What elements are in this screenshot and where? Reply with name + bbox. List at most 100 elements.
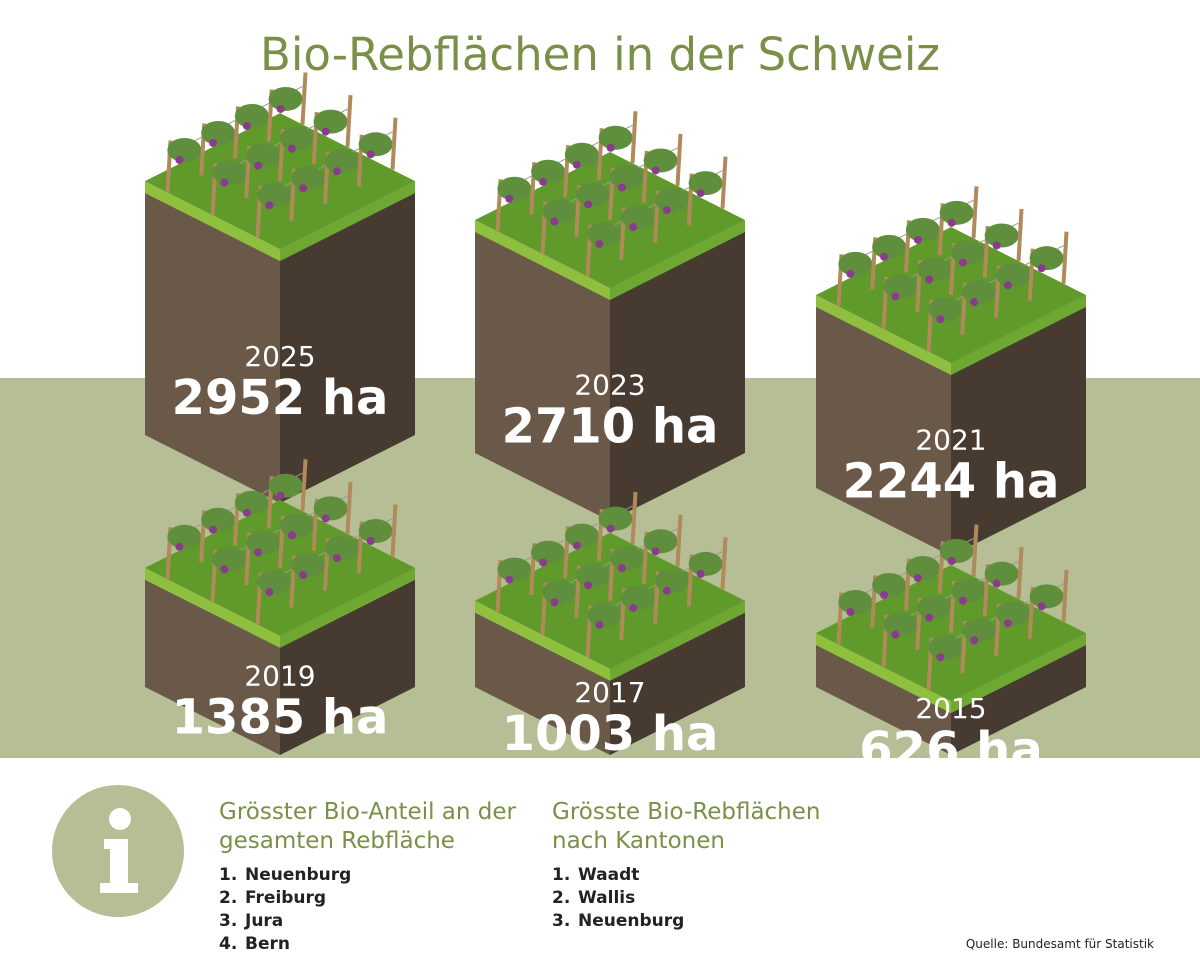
vine-post bbox=[630, 491, 638, 545]
grape-cluster bbox=[1037, 264, 1046, 273]
grape-cluster bbox=[287, 531, 296, 540]
grape-cluster bbox=[992, 579, 1001, 588]
canton-name: Neuenburg bbox=[578, 911, 685, 931]
grape-cluster bbox=[651, 547, 660, 556]
grape-cluster bbox=[550, 598, 559, 607]
vine-foliage bbox=[234, 103, 269, 128]
vine-foliage bbox=[654, 568, 689, 593]
grape-cluster bbox=[629, 603, 638, 612]
grape-cluster bbox=[606, 524, 615, 533]
vine-foliage bbox=[883, 612, 918, 637]
vine-foliage bbox=[962, 280, 997, 305]
vine-foliage bbox=[542, 199, 577, 224]
year-label: 2019 bbox=[244, 659, 315, 692]
canton-name: Bern bbox=[245, 934, 290, 954]
vine-post bbox=[300, 72, 308, 125]
vine-foliage bbox=[872, 234, 907, 259]
grape-cluster bbox=[366, 537, 375, 546]
vine-foliage bbox=[939, 538, 974, 563]
canton-name: Wallis bbox=[578, 888, 636, 908]
grass-edge-right bbox=[610, 600, 745, 681]
vine-foliage bbox=[621, 585, 656, 610]
vine-foliage bbox=[587, 602, 622, 627]
grape-cluster bbox=[662, 586, 671, 595]
vine-foliage bbox=[643, 529, 678, 554]
year-label: 2025 bbox=[244, 340, 315, 373]
vine-foliage bbox=[688, 171, 723, 196]
vine-foliage bbox=[358, 132, 393, 157]
vine-foliage bbox=[654, 188, 689, 213]
vine-foliage bbox=[643, 148, 678, 173]
vine-foliage bbox=[872, 572, 907, 597]
vine-foliage bbox=[995, 263, 1030, 288]
vine-post bbox=[1061, 231, 1069, 284]
grape-cluster bbox=[936, 315, 945, 324]
grape-cluster bbox=[584, 200, 593, 209]
list-item: 2. Wallis bbox=[552, 887, 821, 910]
rank-number: 2. bbox=[219, 888, 238, 908]
grape-cluster bbox=[662, 206, 671, 215]
vine-foliage bbox=[324, 149, 359, 174]
vine-foliage bbox=[688, 551, 723, 576]
vine-foliage bbox=[609, 546, 644, 571]
soil-left-face bbox=[475, 219, 610, 521]
vine-foliage bbox=[564, 142, 599, 167]
vine-foliage bbox=[939, 200, 974, 225]
vine-foliage bbox=[234, 490, 269, 515]
vine-post bbox=[390, 117, 398, 170]
grass-edge-right bbox=[280, 567, 415, 648]
grape-cluster bbox=[925, 275, 934, 284]
vine-post bbox=[675, 514, 683, 567]
vine-foliage bbox=[212, 547, 247, 572]
soil-right-face bbox=[280, 181, 415, 504]
soil-right-face bbox=[610, 600, 745, 755]
list-item: 4. Bern bbox=[219, 933, 516, 956]
grape-cluster bbox=[1037, 602, 1046, 611]
vine-foliage bbox=[962, 618, 997, 643]
vine-foliage bbox=[313, 496, 348, 521]
vine-foliage bbox=[291, 553, 326, 578]
canton-name: Freiburg bbox=[245, 888, 327, 908]
area-value-label: 626 ha bbox=[859, 722, 1042, 778]
grape-cluster bbox=[539, 177, 548, 186]
vine-foliage bbox=[313, 109, 348, 134]
rank-number: 1. bbox=[552, 865, 571, 885]
vine-foliage bbox=[268, 86, 303, 111]
grape-cluster bbox=[992, 241, 1001, 250]
list-item: 3. Jura bbox=[219, 910, 516, 933]
vine-foliage bbox=[576, 563, 611, 588]
vine-foliage bbox=[905, 217, 940, 242]
grape-cluster bbox=[220, 178, 229, 187]
grape-cluster bbox=[925, 613, 934, 622]
vine-foliage bbox=[928, 297, 963, 322]
vine-foliage bbox=[1029, 584, 1064, 609]
grape-cluster bbox=[846, 607, 855, 616]
list-item: 1. Waadt bbox=[552, 864, 821, 887]
grape-cluster bbox=[299, 184, 308, 193]
canton-name: Jura bbox=[245, 911, 284, 931]
info-heading-area: Grösste Bio-Rebflächen nach Kantonen bbox=[552, 798, 821, 856]
soil-left-face bbox=[145, 567, 280, 755]
vine-foliage bbox=[257, 183, 292, 208]
vine-foliage bbox=[291, 166, 326, 191]
info-panel-share: Grösster Bio-Anteil an der gesamten Rebf… bbox=[219, 798, 516, 956]
grape-cluster bbox=[209, 525, 218, 534]
grape-cluster bbox=[880, 590, 889, 599]
area-value-label: 2710 ha bbox=[502, 398, 719, 454]
vine-foliage bbox=[883, 274, 918, 299]
vine-foliage bbox=[167, 137, 202, 162]
heading-line: gesamten Rebfläche bbox=[219, 828, 455, 854]
vine-foliage bbox=[598, 125, 633, 150]
vine-foliage bbox=[587, 222, 622, 247]
grape-cluster bbox=[321, 127, 330, 136]
vine-foliage bbox=[497, 557, 532, 582]
info-icon bbox=[100, 808, 138, 893]
area-value-label: 2952 ha bbox=[172, 370, 389, 426]
grass-edge-left bbox=[145, 567, 280, 648]
grape-cluster bbox=[175, 542, 184, 551]
grape-cluster bbox=[265, 201, 274, 210]
grass-edge-left bbox=[816, 633, 951, 714]
soil-left-face bbox=[145, 181, 280, 504]
soil-right-face bbox=[951, 295, 1086, 556]
ranking-list-area: 1. Waadt 2. Wallis 3. Neuenburg bbox=[552, 864, 821, 933]
